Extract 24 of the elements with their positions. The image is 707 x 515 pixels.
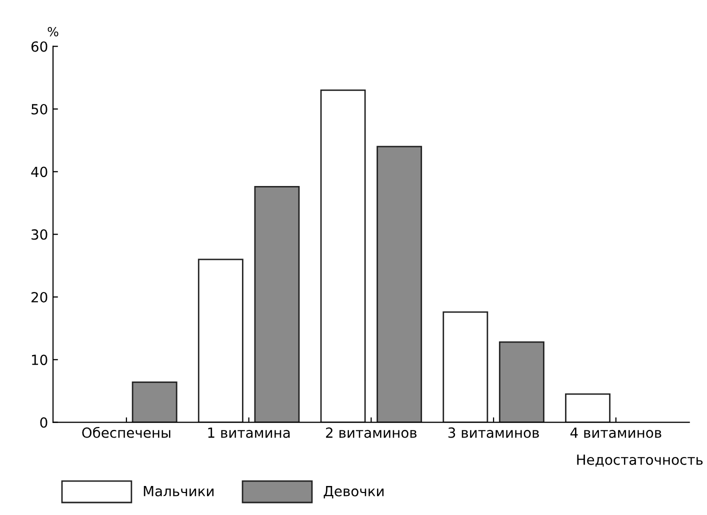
bar — [132, 382, 178, 422]
legend-label: Мальчики — [144, 486, 214, 496]
x-tick-label: 4 витаминов — [570, 428, 662, 438]
x-tick-label: Обеспечены — [82, 426, 170, 438]
x-axis-title: Недостаточность — [577, 454, 703, 467]
bar — [498, 341, 544, 422]
legend-label: Девочки — [324, 486, 384, 498]
x-tick-label: 1 витамина — [208, 428, 290, 438]
x-tick-label: 3 витаминов — [448, 427, 539, 438]
y-tick-label: 10 — [32, 354, 48, 366]
y-tick-label: 20 — [32, 292, 48, 302]
bar — [565, 393, 610, 422]
bar — [376, 146, 422, 422]
y-tick-label: 50 — [32, 104, 48, 114]
bar — [320, 90, 366, 422]
y-tick-label: 40 — [31, 166, 48, 178]
bar — [198, 258, 244, 422]
y-tick-label: 0 — [40, 417, 48, 428]
bar — [442, 311, 488, 422]
bar — [254, 186, 300, 422]
y-tick-label: 60 — [31, 41, 48, 52]
x-tick-label: 2 витаминов — [326, 427, 417, 438]
y-tick-label: 30 — [32, 229, 48, 240]
y-axis-title: % — [48, 26, 58, 36]
